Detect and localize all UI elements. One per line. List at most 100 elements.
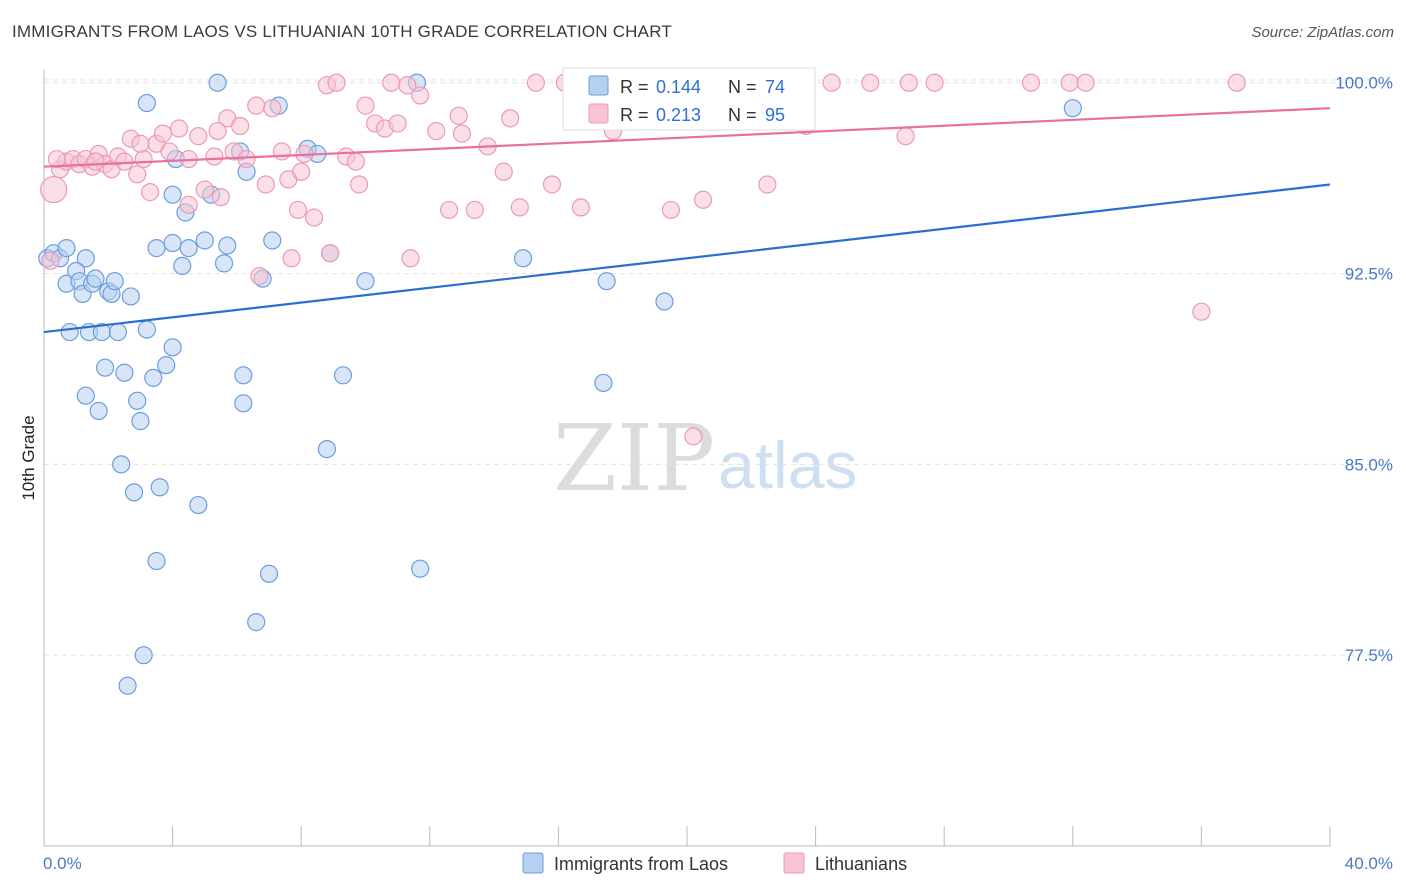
lithuanian-point	[349, 175, 369, 194]
laos-point	[247, 613, 266, 632]
lithuanian-point	[272, 142, 292, 161]
laos-point	[89, 401, 108, 421]
lithuanian-point	[411, 86, 430, 105]
lithuanian-point	[115, 152, 134, 171]
laos-point	[234, 394, 253, 413]
laos-point	[147, 238, 166, 258]
laos-point	[144, 368, 163, 387]
lithuanian-point	[427, 121, 446, 141]
x-tick-marks	[43, 826, 1331, 846]
lithuanian-point	[179, 195, 198, 214]
lithuanian-point	[401, 249, 420, 268]
laos-point	[121, 287, 140, 306]
laos-point	[1063, 99, 1082, 118]
trend-lines	[43, 107, 1331, 334]
y-tick-label: 85.0%	[1345, 455, 1393, 474]
lithuanian-trend-line	[43, 107, 1331, 168]
lithuanian-point	[1192, 302, 1211, 321]
laos-point	[263, 231, 282, 250]
series-lithuanians-points	[40, 73, 1246, 446]
lithuanian-point	[282, 249, 301, 268]
laos-point	[124, 483, 144, 502]
legend-n-value-blue: 74	[765, 77, 785, 97]
laos-point	[218, 236, 237, 255]
laos-point	[195, 231, 214, 250]
lithuanian-point	[693, 190, 713, 209]
laos-point	[655, 292, 674, 311]
lithuanian-point	[131, 134, 150, 153]
lithuanian-point	[896, 127, 915, 146]
lithuanian-point	[41, 251, 60, 270]
lithuanian-point	[510, 198, 529, 217]
legend-r-label-blue: R =	[620, 77, 649, 97]
lithuanian-point	[250, 266, 269, 286]
lithuanian-point	[1060, 73, 1079, 92]
laos-point	[95, 358, 115, 377]
lithuanian-point	[211, 188, 230, 207]
chart-title: IMMIGRANTS FROM LAOS VS LITHUANIAN 10TH …	[12, 22, 672, 41]
laos-point	[179, 238, 198, 258]
y-axis-label: 10th Grade	[19, 415, 38, 500]
x-tick-label: 40.0%	[1345, 854, 1393, 873]
lithuanian-point	[40, 175, 68, 204]
lithuanian-point	[256, 175, 275, 194]
lithuanian-point	[208, 121, 227, 141]
laos-point	[76, 249, 95, 268]
lithuanian-point	[1227, 73, 1246, 92]
laos-point	[173, 256, 192, 276]
laos-point	[118, 676, 137, 695]
laos-point	[234, 366, 253, 385]
lithuanian-point	[899, 73, 918, 92]
y-tick-label: 100.0%	[1335, 74, 1393, 93]
lithuanian-point	[237, 149, 256, 169]
laos-point	[115, 363, 134, 382]
lithuanian-point	[494, 162, 513, 181]
lithuanian-point	[140, 183, 160, 202]
lithuanian-point	[382, 73, 401, 92]
legend-swatch-pink	[588, 103, 609, 124]
laos-point	[597, 272, 616, 291]
lithuanian-point	[304, 208, 324, 227]
lithuanian-point	[134, 149, 153, 169]
lithuanian-point	[822, 73, 841, 92]
lithuanian-point	[1076, 73, 1095, 92]
laos-point	[105, 272, 124, 291]
lithuanian-point	[925, 73, 944, 92]
laos-point	[137, 93, 156, 113]
laos-point	[594, 373, 613, 393]
lithuanian-point	[128, 165, 147, 184]
watermark: ZIP atlas	[553, 405, 857, 512]
watermark-atlas: atlas	[718, 428, 857, 502]
lithuanian-point	[231, 116, 250, 136]
legend-swatch-blue	[588, 75, 609, 96]
laos-point	[76, 386, 95, 405]
laos-point	[513, 249, 533, 268]
series-legend-label-lithuanians: Lithuanians	[815, 854, 907, 874]
legend-n-label-blue: N =	[728, 77, 757, 97]
y-tick-label: 77.5%	[1345, 646, 1393, 665]
laos-point	[411, 559, 430, 578]
lithuanian-point	[160, 142, 179, 161]
laos-point	[208, 73, 227, 92]
lithuanian-point	[292, 162, 311, 181]
lithuanian-point	[356, 96, 375, 115]
lithuanian-point	[205, 147, 224, 166]
lithuanian-point	[189, 127, 208, 146]
laos-point	[163, 338, 182, 357]
lithuanian-point	[452, 124, 472, 143]
lithuanian-point	[684, 427, 703, 446]
laos-point	[150, 478, 169, 497]
laos-point	[131, 412, 150, 431]
x-tick-labels: 0.0% 40.0%	[43, 854, 1393, 873]
laos-point	[134, 646, 153, 665]
lithuanian-point	[661, 200, 681, 220]
laos-point	[189, 495, 208, 515]
series-legend-swatch-laos	[522, 852, 544, 874]
laos-point	[317, 439, 337, 459]
lithuanian-point	[169, 119, 189, 138]
legend-r-value-blue: 0.144	[656, 77, 701, 97]
lithuanian-point	[1021, 73, 1041, 92]
laos-point	[108, 322, 128, 342]
legend-r-label-pink: R =	[620, 105, 649, 125]
